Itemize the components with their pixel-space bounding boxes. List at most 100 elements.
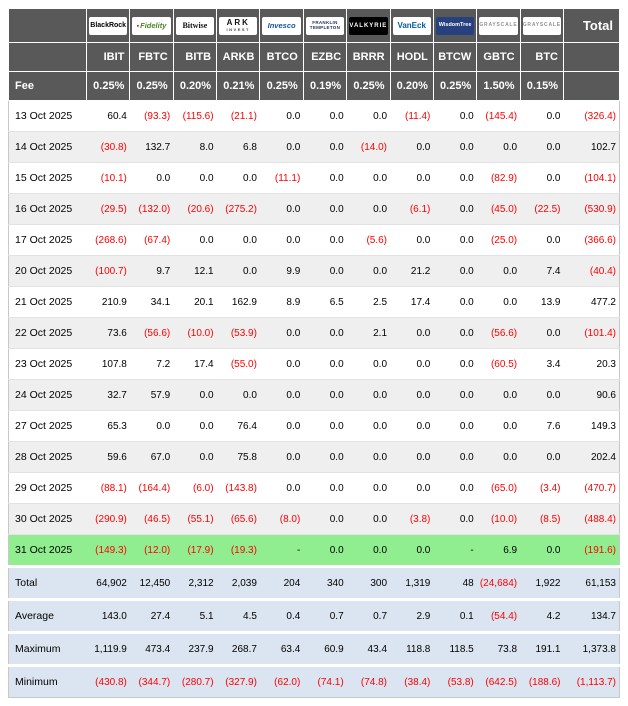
date-cell: 15 Oct 2025 <box>8 162 87 194</box>
value-cell: (53.9) <box>216 317 260 349</box>
value-cell: 0.0 <box>476 441 521 473</box>
date-row: 17 Oct 2025 (268.6) (67.4) 0.0 0.0 0.0 0.0 (5.6… <box>8 224 620 256</box>
value-cell: 21.2 <box>390 255 434 287</box>
value-cell: 0.0 <box>346 162 391 194</box>
summary-row: Maximum 1,119.9 473.4 237.9 268.7 63.4 60.9 43.… <box>8 631 620 666</box>
value-cell: 0.0 <box>259 410 304 442</box>
summary-value: (74.1) <box>303 664 347 698</box>
value-cell: 0.0 <box>173 441 217 473</box>
value-cell: 9.7 <box>129 255 174 287</box>
value-cell: (45.0) <box>476 193 521 225</box>
value-cell: 75.8 <box>216 441 260 473</box>
date-row: 23 Oct 2025 107.8 7.2 17.4 (55.0) 0.0 0.0 0.0 0.… <box>8 348 620 380</box>
vaneck-logo: VanEck <box>392 16 431 35</box>
value-cell: 12.1 <box>173 255 217 287</box>
value-cell: - <box>433 534 477 567</box>
summary-value: (188.6) <box>520 664 564 698</box>
wisdomtree-logo: WisdomTree <box>435 16 475 35</box>
value-cell: (20.6) <box>173 193 217 225</box>
summary-value: 237.9 <box>173 631 217 666</box>
fee-row: Fee 0.25% 0.25% 0.20% 0.21% 0.25% 0.19% 0.25% 0.… <box>8 71 620 101</box>
value-cell: 0.0 <box>259 472 304 504</box>
value-cell: 0.0 <box>303 224 347 256</box>
value-cell: (30.8) <box>86 131 130 163</box>
date-row: 31 Oct 2025 (149.3) (12.0) (17.9) (19.3) -0.0… <box>8 534 620 567</box>
summary-value: 473.4 <box>129 631 174 666</box>
value-cell: (143.8) <box>216 472 260 504</box>
ticker-hodl: HODL <box>389 42 434 72</box>
date-row: 28 Oct 2025 59.6 67.0 0.0 75.8 0.0 0.0 0.0 0.0 0.… <box>8 441 620 473</box>
value-cell: (56.6) <box>476 317 521 349</box>
fee-total-spacer <box>563 71 620 101</box>
ark-logo: ARK INVEST <box>219 16 258 35</box>
value-cell: 0.0 <box>433 441 477 473</box>
summary-label: Maximum <box>8 631 87 666</box>
value-cell: (5.6) <box>346 224 391 256</box>
value-cell: 7.2 <box>129 348 174 380</box>
value-cell: 0.0 <box>390 224 434 256</box>
value-cell: 2.5 <box>346 286 391 318</box>
value-cell: 6.8 <box>216 131 260 163</box>
value-cell: - <box>259 534 304 567</box>
summary-value: 300 <box>346 565 391 600</box>
value-cell: 0.0 <box>303 255 347 287</box>
value-cell: 20.3 <box>563 348 620 380</box>
value-cell: 0.0 <box>346 472 391 504</box>
corner-cell <box>8 8 87 43</box>
date-cell: 20 Oct 2025 <box>8 255 87 287</box>
value-cell: 0.0 <box>433 503 477 535</box>
value-cell: 0.0 <box>390 472 434 504</box>
value-cell: 0.0 <box>390 162 434 194</box>
value-cell: 73.6 <box>86 317 130 349</box>
summary-value: 0.7 <box>346 598 391 633</box>
value-cell: 0.0 <box>390 534 434 567</box>
value-cell: 65.3 <box>86 410 130 442</box>
value-cell: (40.4) <box>563 255 620 287</box>
date-row: 14 Oct 2025 (30.8) 132.7 8.0 6.8 0.0 0.0 (14.0)… <box>8 131 620 163</box>
value-cell: 0.0 <box>303 472 347 504</box>
value-cell: 0.0 <box>433 100 477 132</box>
ticker-arkb: ARKB <box>216 42 261 72</box>
value-cell: (164.4) <box>129 472 174 504</box>
value-cell: 0.0 <box>346 379 391 411</box>
value-cell: 0.0 <box>259 193 304 225</box>
value-cell: (11.1) <box>259 162 304 194</box>
value-cell: (326.4) <box>563 100 620 132</box>
summary-label: Total <box>8 565 87 600</box>
value-cell: 0.0 <box>433 224 477 256</box>
summary-label: Average <box>8 598 87 633</box>
value-cell: 32.7 <box>86 379 130 411</box>
date-cell: 24 Oct 2025 <box>8 379 87 411</box>
summary-value: (62.0) <box>259 664 304 698</box>
summary-label: Minimum <box>8 664 87 698</box>
value-cell: 0.0 <box>259 317 304 349</box>
table-body: 13 Oct 2025 60.4 (93.3) (115.6) (21.1) 0.0 0.0… <box>8 100 620 567</box>
date-cell: 29 Oct 2025 <box>8 472 87 504</box>
value-cell: 0.0 <box>346 410 391 442</box>
value-cell: (11.4) <box>390 100 434 132</box>
fee-ezbc: 0.19% <box>302 71 348 101</box>
logo-text: ARK <box>226 18 250 27</box>
value-cell: 7.6 <box>520 410 564 442</box>
value-cell: (10.0) <box>173 317 217 349</box>
summary-value: (430.8) <box>86 664 130 698</box>
value-cell: 202.4 <box>563 441 620 473</box>
summary-value: 204 <box>259 565 304 600</box>
value-cell: (366.6) <box>563 224 620 256</box>
summary-value: 4.5 <box>216 598 260 633</box>
value-cell: 0.0 <box>390 379 434 411</box>
value-cell: (3.4) <box>520 472 564 504</box>
value-cell: 0.0 <box>173 379 217 411</box>
value-cell: 0.0 <box>259 100 304 132</box>
summary-row: Total 64,902 12,450 2,312 2,039 204 340 300 1,31… <box>8 565 620 600</box>
value-cell: (100.7) <box>86 255 130 287</box>
value-cell: (12.0) <box>129 534 174 567</box>
value-cell: (290.9) <box>86 503 130 535</box>
value-cell: (21.1) <box>216 100 260 132</box>
value-cell: (67.4) <box>129 224 174 256</box>
value-cell: (488.4) <box>563 503 620 535</box>
value-cell: 20.1 <box>173 286 217 318</box>
summary-value: 64,902 <box>86 565 130 600</box>
summary-value: 5.1 <box>173 598 217 633</box>
